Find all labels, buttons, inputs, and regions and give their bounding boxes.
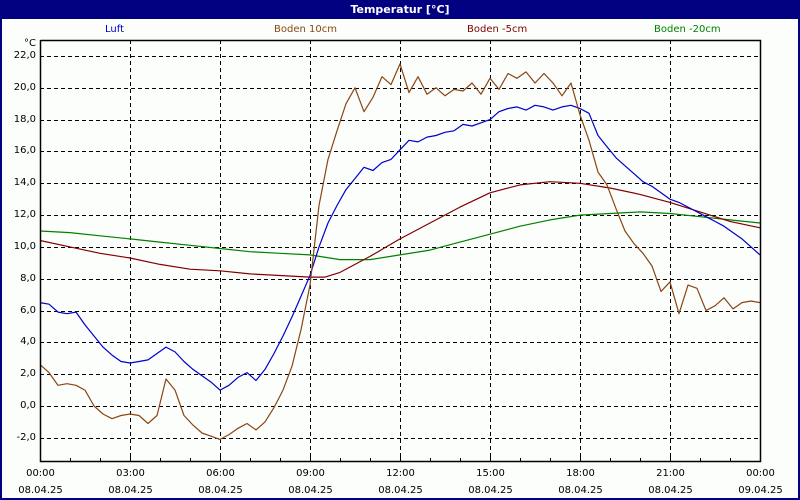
y-axis-unit: °C: [24, 38, 36, 49]
plot-frame: [39, 39, 762, 463]
x-tick-label: 09:00 08.04.25: [281, 467, 341, 497]
y-tick-label: 8,0: [20, 272, 36, 284]
x-tick-label: 18:00 08.04.25: [551, 467, 611, 497]
y-tick-label: 20,0: [13, 81, 36, 93]
x-tick-time: 18:00: [566, 468, 595, 479]
y-tick-label: -2,0: [16, 431, 36, 443]
y-tick-label: 0,0: [20, 399, 36, 411]
x-tick-date: 08.04.25: [18, 485, 63, 496]
x-tick-time: 21:00: [656, 468, 685, 479]
x-tick-date: 08.04.25: [378, 485, 423, 496]
x-tick-date: 08.04.25: [468, 485, 513, 496]
x-tick-time: 12:00: [386, 468, 415, 479]
y-tick-label: 22,0: [13, 49, 36, 61]
y-tick-label: 12,0: [13, 208, 36, 220]
window-title: Temperatur [°C]: [0, 0, 800, 19]
x-tick-time: 03:00: [116, 468, 145, 479]
x-tick-time: 09:00: [296, 468, 325, 479]
x-tick-label: 06:00 08.04.25: [191, 467, 251, 497]
x-tick-date: 08.04.25: [558, 485, 603, 496]
x-tick-label: 00:00 09.04.25: [731, 467, 791, 497]
y-tick-label: 4,0: [20, 335, 36, 347]
x-tick-label: 12:00 08.04.25: [371, 467, 431, 497]
x-tick-time: 00:00: [746, 468, 775, 479]
x-tick-label: 21:00 08.04.25: [641, 467, 701, 497]
x-tick-date: 08.04.25: [288, 485, 333, 496]
legend-boden-20cm: Boden -20cm: [654, 24, 721, 35]
x-tick-date: 08.04.25: [108, 485, 153, 496]
legend-luft: Luft: [105, 24, 124, 35]
series-line-luft: [39, 104, 761, 391]
x-tick-label: 15:00 08.04.25: [461, 467, 521, 497]
x-tick-date: 08.04.25: [198, 485, 243, 496]
x-tick-time: 06:00: [206, 468, 235, 479]
legend-boden-10cm: Boden 10cm: [274, 24, 337, 35]
x-tick-time: 15:00: [476, 468, 505, 479]
y-tick-label: 14,0: [13, 176, 36, 188]
x-tick-date: 09.04.25: [738, 485, 783, 496]
x-tick-date: 08.04.25: [648, 485, 693, 496]
y-tick-label: 18,0: [13, 113, 36, 125]
y-tick-label: 10,0: [13, 240, 36, 252]
x-tick-label: 00:00 08.04.25: [11, 467, 71, 497]
legend-boden-5cm: Boden -5cm: [467, 24, 528, 35]
y-tick-label: 2,0: [20, 367, 36, 379]
series-line-boden-20cm: [39, 211, 761, 261]
series-line-boden-10cm: [39, 63, 761, 440]
x-tick-label: 03:00 08.04.25: [101, 467, 161, 497]
y-tick-label: 16,0: [13, 144, 36, 156]
series-line-boden-5cm: [39, 181, 761, 278]
y-tick-label: 6,0: [20, 304, 36, 316]
x-tick-time: 00:00: [26, 468, 55, 479]
